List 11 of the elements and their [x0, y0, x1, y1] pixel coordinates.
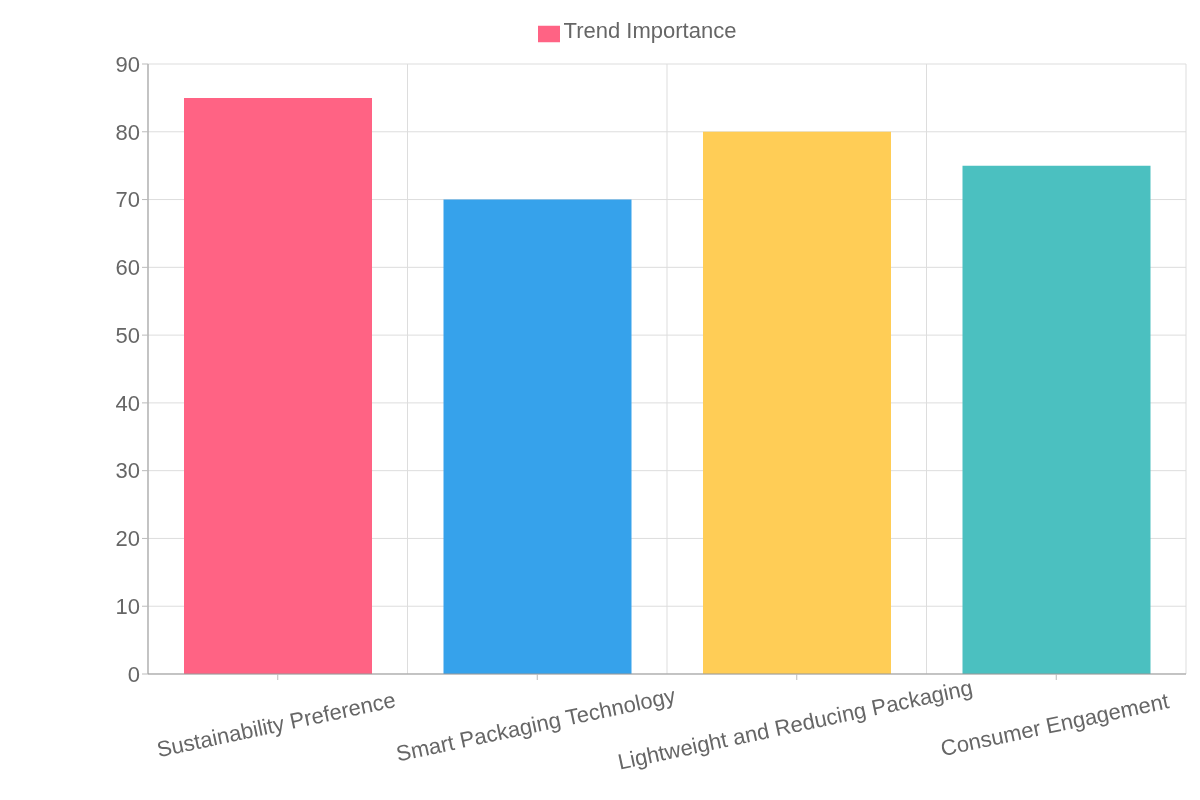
legend-label: Trend Importance — [563, 18, 737, 43]
y-tick-label: 90 — [115, 51, 140, 77]
y-tick-label: 30 — [115, 458, 140, 484]
y-tick-label: 40 — [115, 390, 140, 416]
y-tick-label: 20 — [115, 526, 140, 552]
y-tick-label: 10 — [115, 594, 140, 620]
y-tick-label: 50 — [115, 322, 140, 348]
y-tick-label: 60 — [115, 255, 140, 281]
y-tick-label: 70 — [115, 187, 140, 213]
y-tick-label: 80 — [115, 119, 140, 145]
y-tick-label: 0 — [127, 661, 140, 687]
